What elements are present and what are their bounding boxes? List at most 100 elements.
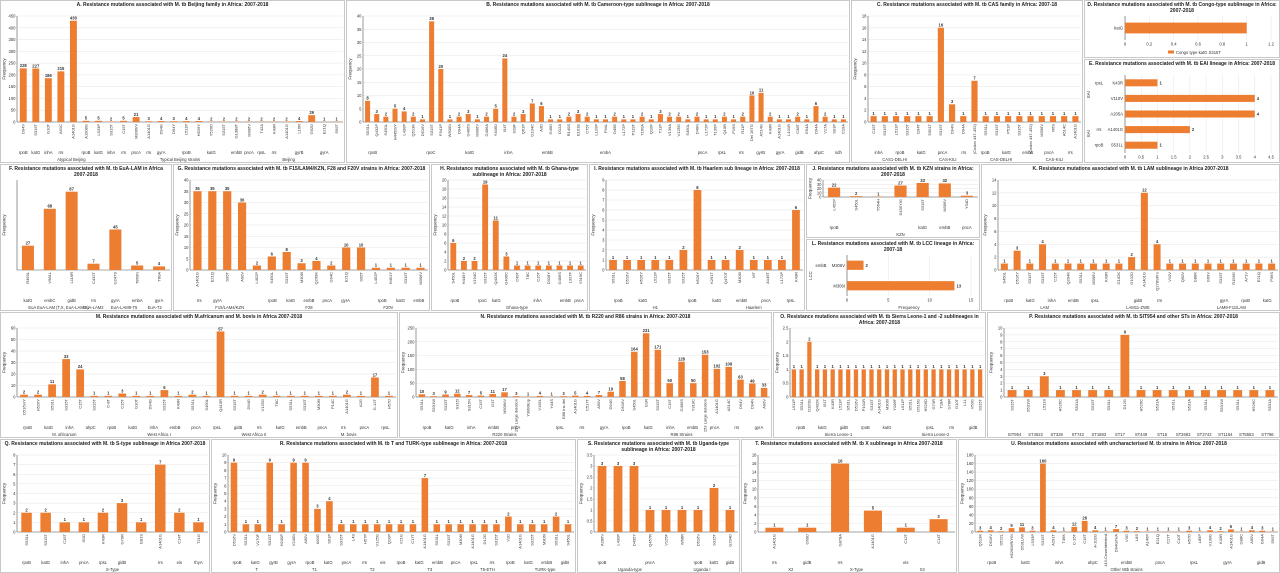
x-tick-label: A2G: [358, 399, 363, 407]
data-label: 19: [608, 387, 613, 392]
chart-svg: 020406080100120140160180Frequency3Q513K4…: [960, 453, 1278, 572]
gene-label: eis: [903, 560, 908, 565]
chart-title: B. Resistance mutations associated with …: [486, 2, 710, 8]
bar: [538, 106, 544, 122]
x-tick-label: S315T: [108, 123, 113, 135]
data-label: 1: [932, 364, 935, 369]
gene-label: rpoB: [830, 225, 839, 230]
data-label: 2: [1136, 526, 1139, 531]
bar: [1027, 116, 1034, 122]
gene-label: pncA: [323, 298, 333, 303]
x-tick-label: A514C: [1061, 124, 1066, 136]
y-tick-label: 1.5: [783, 353, 789, 358]
bar: [631, 351, 638, 397]
group-label: F20V: [383, 305, 393, 310]
bar: [861, 369, 866, 397]
gene-label: gyrA: [776, 150, 785, 155]
x-tick-label: S450L: [685, 123, 690, 135]
bar: [365, 100, 371, 122]
y-tick-label: 6: [602, 208, 605, 213]
gene-label: embB: [169, 425, 180, 430]
data-label: 1: [917, 111, 920, 116]
data-label: 1: [650, 114, 653, 119]
data-label: 1: [925, 364, 928, 369]
bar: [208, 191, 217, 270]
gene-label: rpsL: [381, 425, 390, 430]
y-tick-label: 10: [752, 487, 757, 492]
x-tick-label: G406C: [504, 272, 509, 285]
bar: [502, 58, 508, 122]
data-label: 1: [996, 111, 999, 116]
gene-label: inhA: [534, 298, 543, 303]
gene-label: rpoB: [598, 560, 607, 565]
bar: [157, 121, 165, 122]
gene-label: katG: [883, 425, 892, 430]
gene-label: gidB: [1134, 298, 1143, 303]
gene-label: gyrA: [111, 298, 120, 303]
data-label: 3: [467, 109, 470, 114]
data-label: 2: [713, 483, 716, 488]
data-label: 3: [121, 498, 124, 503]
y-tick-label: 6: [754, 504, 757, 509]
gene-label: embC: [44, 298, 55, 303]
data-label: 3: [522, 109, 525, 114]
data-label: 2: [346, 390, 349, 395]
data-label: 3: [562, 391, 565, 396]
bar: [1125, 94, 1255, 102]
gene-label: rpoB: [614, 298, 623, 303]
x-tick-label: A1401G: [195, 272, 200, 287]
y-tick-label: 10: [442, 223, 447, 228]
y-tick-label: 0: [412, 395, 415, 400]
bar: [109, 229, 122, 270]
x-tick-label: S315T: [162, 398, 167, 410]
gene-label: gyrB: [756, 150, 765, 155]
bar: [237, 202, 247, 270]
data-label: 57: [218, 326, 223, 331]
data-label: 1: [281, 519, 284, 524]
x-tick-label: Q513K: [978, 534, 983, 547]
x-tick-label: S450L: [1002, 271, 1007, 283]
gene-label: inhA: [65, 425, 74, 430]
x-tick-label: S95T: [224, 271, 229, 281]
bar: [557, 119, 563, 122]
y-tick-label: 16: [752, 461, 757, 466]
data-label: 2: [178, 508, 181, 513]
x-tick-label: L511P: [900, 399, 905, 411]
data-label: 1: [649, 505, 652, 510]
x-tick-label: S531L: [288, 398, 293, 410]
data-label: 109: [725, 362, 733, 367]
x-tick-label: K43R: [793, 272, 798, 282]
x-tick-label: S315T: [33, 123, 38, 135]
bar: [564, 524, 572, 532]
x-tick-label: S315T: [905, 123, 910, 135]
y-tick-label: 12: [992, 190, 997, 195]
y-tick-label: 100: [9, 96, 17, 101]
gene-label: gidB: [561, 560, 570, 565]
data-label: 1: [1240, 526, 1243, 531]
data-label: 1: [388, 519, 391, 524]
x-tick-label: S315T: [1090, 398, 1095, 410]
x-tick-label: T46K: [1061, 534, 1066, 544]
x-tick-label: Q90V: [1180, 272, 1185, 283]
y-tick-label: 2: [786, 339, 789, 344]
x-tick-label: D49N: [694, 124, 699, 134]
x-tick-label: S315T: [1017, 123, 1022, 135]
bar: [1217, 390, 1227, 397]
x-tick-label: H526C: [1058, 399, 1063, 412]
data-label: 1: [233, 391, 236, 396]
x-tick-label: 0.6: [1195, 42, 1201, 47]
bar: [916, 182, 929, 197]
x-tick-label: C15T: [62, 533, 67, 543]
gene-label: katG: [94, 150, 103, 155]
data-label: 3: [659, 109, 662, 114]
bar: [982, 116, 989, 122]
x-tick-label: L511P: [893, 124, 898, 136]
gene-label: rpoC: [426, 150, 435, 155]
gene-label: katG: [1002, 150, 1011, 155]
bar: [619, 380, 626, 397]
bar: [62, 359, 70, 397]
group-label: Uganda-type: [618, 567, 643, 572]
gene-label: rrs: [579, 425, 584, 430]
x-tick-label: S531A: [1187, 399, 1192, 411]
bar: [657, 114, 663, 122]
